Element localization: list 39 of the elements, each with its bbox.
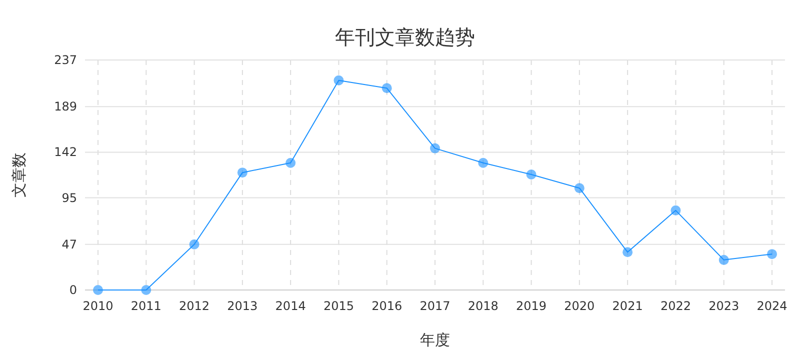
point <box>670 205 681 216</box>
point <box>622 247 633 258</box>
x-tick-label: 2012 <box>179 299 210 313</box>
x-tick-label: 2018 <box>468 299 498 313</box>
point <box>382 83 392 94</box>
point <box>478 158 488 168</box>
point <box>189 239 200 250</box>
y-axis-title: 文章数 <box>10 152 28 198</box>
point <box>430 143 440 154</box>
point <box>334 75 344 86</box>
x-tick-label: 2013 <box>227 299 258 313</box>
x-tick-label: 2015 <box>323 299 354 313</box>
y-tick-label: 142 <box>54 145 77 160</box>
point <box>93 285 103 295</box>
point <box>526 170 536 180</box>
y-tick-label: 95 <box>62 190 77 205</box>
x-tick-label: 2021 <box>612 299 643 313</box>
point <box>286 158 296 168</box>
x-tick-label: 2019 <box>516 299 547 313</box>
point <box>767 249 777 260</box>
y-tick-label: 237 <box>54 53 77 67</box>
x-tick-label: 2010 <box>82 299 114 313</box>
point <box>574 183 584 194</box>
x-axis-title: 年度 <box>420 331 450 349</box>
x-tick-label: 2020 <box>564 299 595 313</box>
x-tick-label: 2011 <box>130 299 162 313</box>
x-tick-label: 2024 <box>756 299 788 313</box>
x-tick-label: 2017 <box>420 299 450 313</box>
point <box>237 168 248 178</box>
point <box>141 285 152 295</box>
x-tick-label: 2016 <box>372 299 402 313</box>
x-tick-label: 2014 <box>275 299 306 313</box>
x-tick-label: 2022 <box>660 299 691 313</box>
point <box>718 254 729 265</box>
x-tick-label: 2023 <box>708 299 740 313</box>
y-tick-label: 47 <box>62 237 77 252</box>
chart-title: 年刊文章数趋势 <box>335 25 475 49</box>
y-tick-label: 189 <box>54 100 77 114</box>
y-tick-label: 0 <box>69 283 77 297</box>
